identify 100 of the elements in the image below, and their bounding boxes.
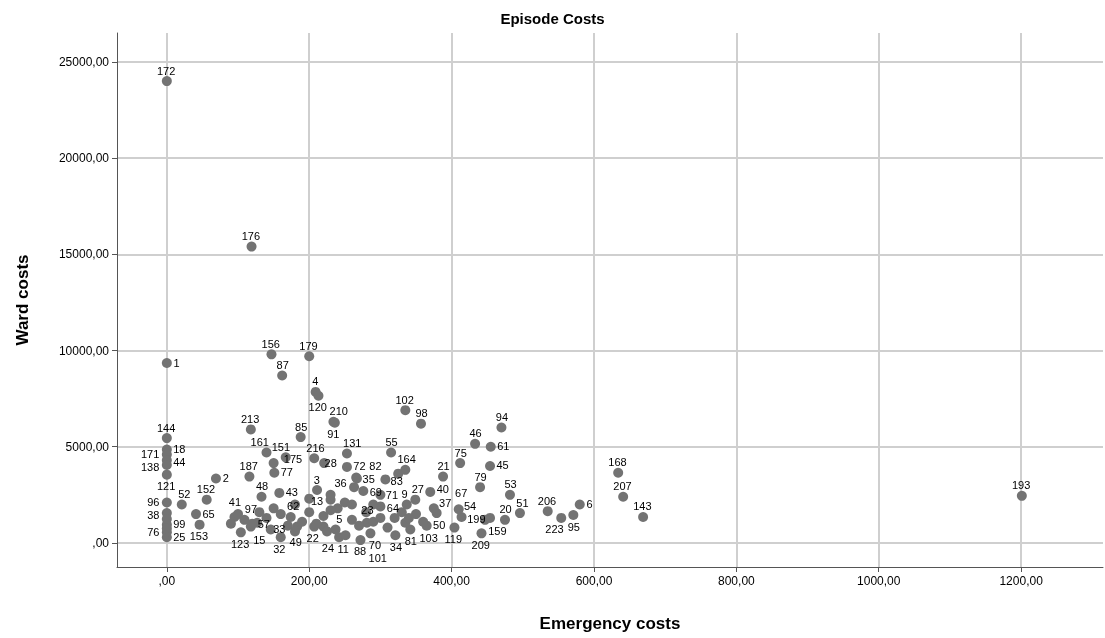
annotation: 54: [463, 500, 477, 513]
annotation: 61: [497, 440, 510, 453]
annotation: 88: [353, 544, 367, 557]
annotation: 32: [273, 542, 286, 555]
annotation: 120: [308, 401, 327, 414]
annotation: 102: [395, 393, 414, 406]
annotation: 91: [327, 428, 340, 441]
annotation: 22: [306, 532, 319, 545]
annotation: 27: [411, 483, 424, 496]
annotation: 4: [312, 375, 319, 388]
x-tick-label: ,00: [158, 574, 176, 588]
annotation: 176: [241, 230, 261, 243]
annotation: 187: [239, 460, 258, 473]
annotation: 65: [202, 507, 215, 520]
annotation: 51: [516, 496, 529, 509]
annotation: 13: [310, 495, 324, 508]
annotation: 98: [415, 407, 428, 420]
annotation: 11: [337, 542, 349, 555]
annotation: 49: [289, 536, 302, 549]
annotation: 151: [271, 440, 291, 453]
annotation: 179: [299, 339, 318, 352]
annotation: 99: [173, 518, 186, 531]
annotation: 18: [173, 443, 186, 456]
annotation: 171: [140, 447, 160, 460]
annotation: 156: [261, 337, 280, 350]
annotation: 25: [173, 530, 186, 543]
annotation: 20: [499, 503, 512, 516]
annotation: 193: [1011, 479, 1031, 492]
y-tick-label: ,00: [92, 535, 110, 550]
annotation: 15: [253, 534, 266, 547]
annotation: 199: [467, 513, 486, 526]
annotation: 76: [147, 525, 160, 538]
annotation: 44: [173, 455, 186, 468]
annotation: 94: [495, 410, 509, 423]
annotation: 43: [285, 486, 298, 499]
annotation: 144: [156, 421, 176, 434]
annotation: 55: [385, 436, 398, 448]
annotation: 24: [321, 542, 335, 555]
annotation: 40: [436, 483, 449, 496]
annotation: 34: [389, 540, 403, 553]
annotation: 87: [276, 359, 289, 372]
annotation: 143: [633, 500, 652, 513]
annotation: 95: [567, 520, 580, 533]
y-axis-title: Ward costs: [13, 254, 32, 346]
annotation: 164: [397, 453, 416, 466]
annotation: 81: [404, 534, 417, 547]
annotation: 168: [608, 456, 627, 469]
annotation: 48: [255, 480, 269, 493]
annotation: 223: [545, 523, 564, 536]
annotation: 213: [240, 412, 260, 425]
x-tick-label: 600,00: [575, 574, 613, 588]
annotation: 103: [419, 532, 438, 545]
annotation: 82: [369, 459, 382, 472]
annotation: 45: [496, 459, 509, 472]
annotation: 6: [586, 497, 593, 510]
annotation: 85: [295, 420, 308, 433]
annotation: 172: [156, 64, 176, 77]
annotation: 53: [504, 478, 517, 491]
annotation: 2: [222, 471, 229, 484]
annotation: 206: [537, 494, 557, 507]
y-tick-label: 25000,00: [58, 54, 110, 69]
x-tick-label: 800,00: [718, 574, 756, 588]
annotation: 41: [228, 496, 242, 509]
annotation: 210: [329, 405, 348, 418]
x-tick-label: 1000,00: [857, 574, 901, 588]
annotation: 216: [306, 441, 325, 454]
y-tick-label: 5000,00: [65, 439, 110, 454]
y-tick-label: 15000,00: [58, 247, 110, 262]
annotation: 101: [368, 551, 387, 564]
annotation: 37: [439, 496, 452, 509]
annotation: 70: [368, 538, 382, 551]
annotation: 3: [313, 473, 320, 486]
annotation: 28: [324, 456, 337, 469]
annotation: 159: [488, 525, 507, 538]
annotation: 153: [189, 530, 209, 543]
annotation: 5: [336, 512, 343, 525]
annotation: 77: [280, 466, 293, 479]
annotation: 52: [178, 487, 191, 500]
annotation: 75: [454, 446, 467, 459]
annotation: 69: [369, 486, 382, 499]
annotation: 33: [273, 522, 286, 535]
annotation: 152: [196, 483, 216, 496]
annotation: 83: [390, 475, 403, 488]
annotation: 209: [471, 538, 490, 551]
annotation: 36: [334, 476, 347, 489]
y-tick-label: 10000,00: [58, 343, 110, 358]
annotation: 175: [283, 452, 303, 465]
annotation: 138: [140, 460, 160, 473]
annotation: 35: [362, 473, 375, 486]
annotation: 79: [474, 470, 487, 483]
annotation: 72: [353, 460, 366, 473]
chart-title: Episode Costs: [500, 10, 605, 27]
annotation: 67: [455, 486, 468, 499]
x-axis-title: Emergency costs: [539, 614, 681, 633]
annotation: 207: [613, 480, 632, 493]
annotation: 50: [433, 519, 446, 532]
x-tick-label: 200,00: [290, 574, 328, 588]
annotation: 119: [444, 533, 463, 546]
x-tick-label: 400,00: [433, 574, 471, 588]
annotation: 64: [386, 502, 400, 515]
